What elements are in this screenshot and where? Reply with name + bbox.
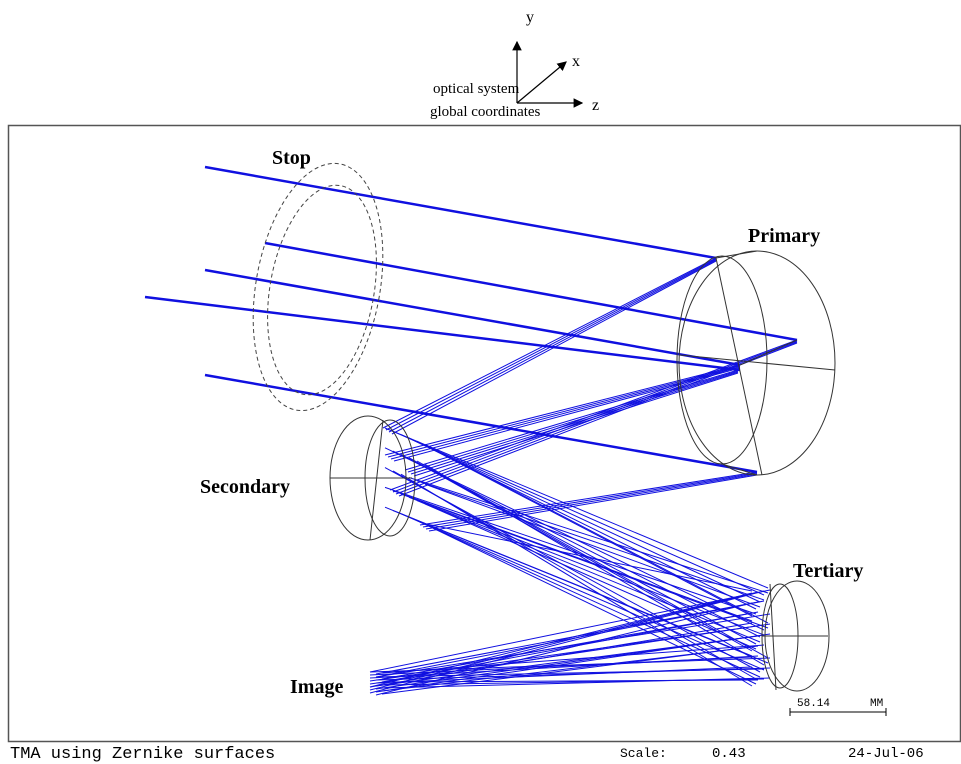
ray bbox=[385, 428, 768, 588]
axis-label: x bbox=[572, 53, 580, 70]
ray bbox=[205, 270, 740, 365]
axis-label: z bbox=[592, 97, 599, 114]
element-label: Secondary bbox=[200, 476, 290, 498]
caption: global coordinates bbox=[430, 104, 541, 120]
layout-diagram: y x z optical system global coordinates … bbox=[0, 0, 961, 764]
tertiary-mirror bbox=[762, 581, 829, 691]
ray bbox=[408, 371, 738, 472]
ray bbox=[205, 167, 716, 258]
footer-scale-value: 0.43 bbox=[712, 746, 746, 762]
ray bbox=[376, 602, 758, 674]
ray bbox=[383, 258, 716, 428]
element-label: Image bbox=[290, 676, 343, 698]
axis-label: y bbox=[526, 9, 534, 26]
stop-aperture bbox=[235, 153, 401, 421]
caption: optical system bbox=[433, 81, 520, 97]
ray bbox=[376, 636, 758, 686]
ray bbox=[417, 441, 752, 616]
ray bbox=[389, 260, 716, 432]
ray bbox=[411, 372, 738, 474]
coordinate-triad bbox=[517, 42, 582, 103]
ray bbox=[425, 524, 752, 591]
rays bbox=[145, 167, 797, 695]
footer-scale-label: Scale: bbox=[620, 746, 667, 761]
element-label: Primary bbox=[748, 225, 820, 247]
ray bbox=[386, 259, 716, 430]
primary-mirror bbox=[677, 251, 835, 475]
ray bbox=[409, 497, 764, 635]
ray bbox=[425, 445, 768, 624]
element-label: Stop bbox=[272, 147, 311, 169]
footer-title: TMA using Zernike surfaces bbox=[10, 745, 275, 764]
scale-unit: MM bbox=[870, 698, 883, 710]
ray bbox=[392, 261, 716, 434]
ray bbox=[385, 365, 740, 455]
element-label: Tertiary bbox=[793, 560, 863, 582]
ray bbox=[145, 297, 740, 370]
secondary-mirror bbox=[330, 416, 415, 540]
ray bbox=[401, 494, 768, 628]
scale-length: 58.14 bbox=[797, 698, 830, 710]
footer-date: 24-Jul-06 bbox=[848, 746, 924, 762]
